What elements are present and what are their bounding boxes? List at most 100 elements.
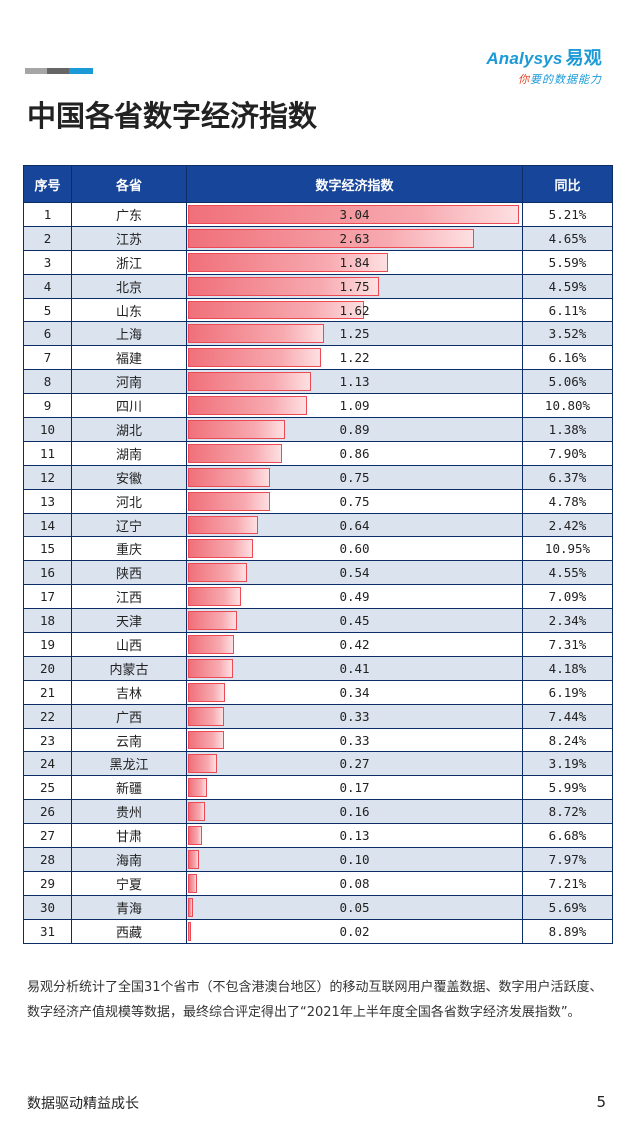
yoy-cell: 3.19% (522, 751, 613, 777)
index-cell: 0.27 (186, 751, 523, 777)
table-row: 26 贵州 0.16 8.72% (23, 799, 613, 825)
logo-brand-text: Analysys (486, 49, 563, 68)
index-cell: 0.16 (186, 799, 523, 825)
rank-cell: 10 (23, 417, 72, 442)
rank-cell: 8 (23, 369, 72, 395)
rank-cell: 18 (23, 608, 72, 634)
index-cell: 1.62 (186, 297, 523, 323)
index-cell: 0.42 (186, 632, 523, 657)
rank-cell: 5 (23, 297, 72, 323)
accent-segment-gray (25, 68, 47, 74)
table-row: 7 福建 1.22 6.16% (23, 345, 613, 371)
index-bar (188, 587, 241, 607)
province-cell: 宁夏 (71, 870, 187, 896)
province-cell: 山西 (71, 632, 187, 657)
province-cell: 甘肃 (71, 823, 187, 849)
digital-economy-index-table: 序号 各省 数字经济指数 同比 1 广东 3.04 5.21% 2 江苏 2.63 4.65%… (23, 165, 613, 944)
rank-cell: 7 (23, 345, 72, 371)
yoy-cell: 7.09% (522, 584, 613, 610)
index-value: 0.54 (339, 565, 370, 581)
index-bar (188, 873, 197, 893)
methodology-note: 易观分析统计了全国31个省市（不包含港澳台地区）的移动互联网用户覆盖数据、数字用… (27, 980, 603, 1020)
index-value: 0.33 (339, 732, 370, 748)
index-cell: 1.75 (186, 273, 523, 299)
header-accent-bar (25, 68, 93, 74)
index-bar (188, 252, 388, 272)
yoy-cell: 4.55% (522, 560, 613, 586)
yoy-cell: 1.38% (522, 417, 613, 442)
accent-segment-dark (47, 68, 69, 74)
index-value: 1.75 (339, 278, 370, 294)
province-cell: 江苏 (71, 225, 187, 251)
yoy-cell: 6.16% (522, 345, 613, 371)
rank-cell: 30 (23, 894, 72, 920)
index-bar (188, 706, 224, 726)
yoy-cell: 4.59% (522, 273, 613, 299)
index-bar (188, 420, 285, 439)
table-row: 12 安徽 0.75 6.37% (23, 464, 613, 490)
table-row: 16 陕西 0.54 4.55% (23, 560, 613, 586)
table-row: 8 河南 1.13 5.06% (23, 369, 613, 395)
province-cell: 湖南 (71, 440, 187, 466)
table-row: 5 山东 1.62 6.11% (23, 297, 613, 323)
index-value: 1.22 (339, 350, 370, 366)
index-cell: 1.25 (186, 321, 523, 347)
yoy-cell: 8.89% (522, 918, 613, 944)
index-value: 3.04 (339, 206, 370, 222)
yoy-cell: 5.21% (522, 202, 613, 227)
province-cell: 云南 (71, 727, 187, 753)
rank-cell: 24 (23, 751, 72, 777)
table-row: 22 广西 0.33 7.44% (23, 703, 613, 729)
index-bar (188, 228, 474, 248)
rank-cell: 13 (23, 488, 72, 514)
index-bar (188, 682, 225, 702)
index-value: 0.27 (339, 756, 370, 772)
rank-cell: 27 (23, 823, 72, 849)
province-cell: 黑龙江 (71, 751, 187, 777)
index-value: 0.34 (339, 684, 370, 700)
index-bar (188, 205, 519, 224)
table-row: 25 新疆 0.17 5.99% (23, 775, 613, 801)
rank-cell: 23 (23, 727, 72, 753)
table-row: 2 江苏 2.63 4.65% (23, 225, 613, 251)
table-body: 1 广东 3.04 5.21% 2 江苏 2.63 4.65% 3 浙江 1.84 5.59% 4 北京 1… (23, 202, 613, 944)
province-cell: 湖北 (71, 417, 187, 442)
table-row: 21 吉林 0.34 6.19% (23, 679, 613, 705)
table-row: 13 河北 0.75 4.78% (23, 488, 613, 514)
index-cell: 1.13 (186, 369, 523, 395)
table-row: 23 云南 0.33 8.24% (23, 727, 613, 753)
index-cell: 3.04 (186, 202, 523, 227)
page-title: 中国各省数字经济指数 (27, 99, 318, 133)
index-value: 1.25 (339, 326, 370, 342)
table-row: 15 重庆 0.60 10.95% (23, 536, 613, 562)
province-cell: 海南 (71, 847, 187, 872)
table-row: 3 浙江 1.84 5.59% (23, 249, 613, 275)
yoy-cell: 6.11% (522, 297, 613, 323)
logo-wordmark: Analysys 易观 (486, 44, 602, 70)
province-cell: 北京 (71, 273, 187, 299)
table-header-row: 序号 各省 数字经济指数 同比 (23, 165, 613, 203)
rank-cell: 26 (23, 799, 72, 825)
table-row: 4 北京 1.75 4.59% (23, 273, 613, 299)
index-cell: 0.08 (186, 870, 523, 896)
index-cell: 0.75 (186, 488, 523, 514)
index-cell: 0.45 (186, 608, 523, 634)
index-cell: 0.75 (186, 464, 523, 490)
rank-cell: 19 (23, 632, 72, 657)
logo-cn-text: 易观 (565, 48, 602, 68)
logo-tagline: 你要的数据能力 (486, 71, 602, 87)
index-bar (188, 348, 321, 368)
yoy-cell: 7.21% (522, 870, 613, 896)
province-cell: 福建 (71, 345, 187, 371)
index-value: 1.84 (339, 254, 370, 270)
index-value: 0.89 (339, 421, 370, 437)
table-row: 9 四川 1.09 10.80% (23, 393, 613, 419)
table-row: 27 甘肃 0.13 6.68% (23, 823, 613, 849)
index-bar (188, 778, 207, 798)
index-bar (188, 396, 307, 416)
index-value: 0.10 (339, 851, 370, 867)
province-cell: 天津 (71, 608, 187, 634)
rank-cell: 15 (23, 536, 72, 562)
yoy-cell: 5.69% (522, 894, 613, 920)
index-bar (188, 802, 205, 822)
